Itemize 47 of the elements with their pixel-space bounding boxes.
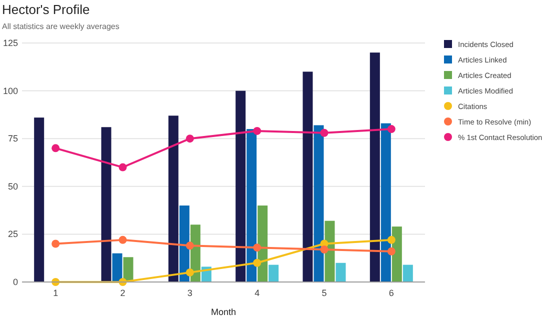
point (52, 144, 60, 152)
bar (179, 206, 190, 282)
bar (336, 262, 346, 282)
x-tick-label: 5 (322, 288, 327, 298)
bar (402, 264, 413, 282)
x-tick-label: 1 (53, 288, 58, 298)
x-axis-title: Month (210, 307, 236, 317)
bar (380, 123, 391, 282)
bar (258, 206, 268, 282)
bar (101, 127, 112, 282)
bar (34, 118, 44, 282)
chart-subtitle: All statistics are weekly averages (2, 22, 120, 31)
bar (314, 125, 324, 282)
x-tick-label: 2 (120, 288, 126, 298)
y-tick-label: 0 (12, 277, 18, 287)
bar (370, 52, 380, 282)
bar (246, 129, 257, 282)
point (118, 163, 127, 172)
y-tick-label: 125 (2, 38, 18, 48)
bar (168, 116, 178, 282)
bar (392, 226, 402, 282)
x-tick-label: 4 (254, 288, 260, 298)
y-tick-label: 75 (8, 134, 18, 144)
bar (123, 257, 134, 282)
point (253, 244, 262, 252)
point (52, 240, 60, 248)
x-tick-label: 6 (388, 288, 394, 298)
point (387, 125, 396, 134)
bar (302, 72, 313, 282)
y-tick-label: 100 (2, 86, 18, 96)
bar (268, 264, 279, 282)
point (253, 258, 262, 267)
point (320, 128, 328, 137)
point (320, 245, 328, 254)
point (186, 268, 194, 276)
chart-title: Hector's Profile (2, 2, 90, 17)
point (186, 134, 194, 143)
point (387, 236, 396, 244)
point (118, 236, 127, 244)
bar (236, 90, 246, 282)
y-tick-label: 50 (8, 181, 18, 192)
bar (112, 253, 122, 282)
x-tick-label: 3 (187, 288, 192, 298)
point (387, 247, 396, 256)
y-tick-label: 25 (8, 229, 18, 240)
point (253, 126, 262, 135)
point (186, 242, 194, 250)
